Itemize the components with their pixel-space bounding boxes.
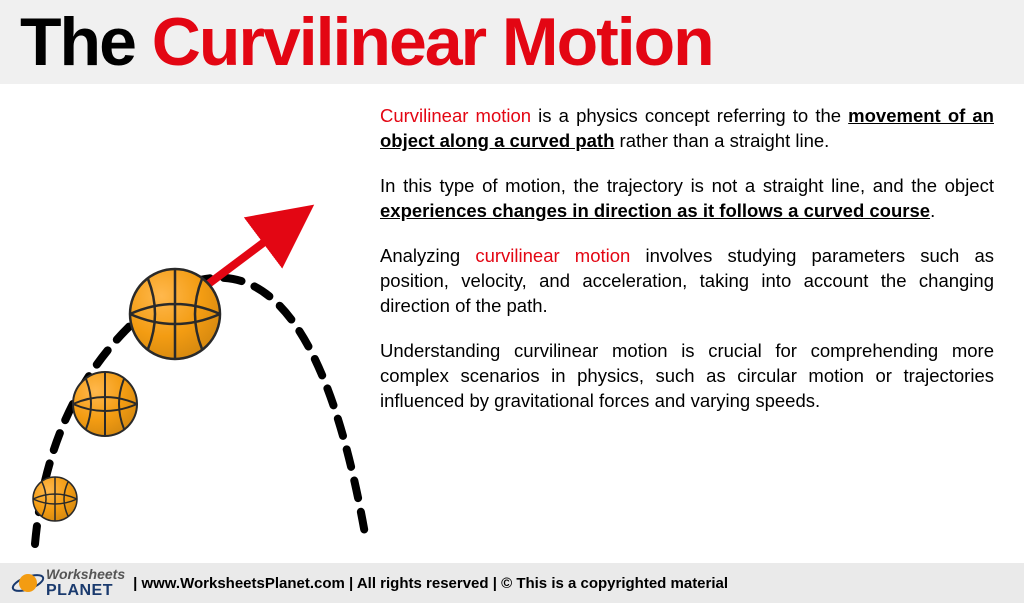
footer-logo: Worksheets PLANET xyxy=(10,566,125,600)
logo-text-1: Worksheets xyxy=(46,566,125,582)
paragraph-1: Curvilinear motion is a physics concept … xyxy=(380,104,994,154)
footer: Worksheets PLANET | www.WorksheetsPlanet… xyxy=(0,563,1024,603)
basketball-large xyxy=(130,269,220,359)
basketball-small xyxy=(33,477,77,521)
content-area: Curvilinear motion is a physics concept … xyxy=(0,84,1024,554)
p1-highlight: Curvilinear motion xyxy=(380,105,531,126)
motion-diagram xyxy=(0,94,380,564)
paragraph-4: Understanding curvilinear motion is cruc… xyxy=(380,339,994,414)
paragraph-2: In this type of motion, the trajectory i… xyxy=(380,174,994,224)
logo-text-2: PLANET xyxy=(46,582,125,600)
p2-text2: . xyxy=(930,200,935,221)
p3-text1: Analyzing xyxy=(380,245,475,266)
p3-highlight: curvilinear motion xyxy=(475,245,630,266)
footer-text: | www.WorksheetsPlanet.com | All rights … xyxy=(133,575,728,592)
title-main: Curvilinear Motion xyxy=(152,4,713,80)
title-prefix: The xyxy=(20,4,152,80)
illustration xyxy=(0,94,380,554)
planet-icon xyxy=(10,567,46,599)
p2-text1: In this type of motion, the trajectory i… xyxy=(380,175,994,196)
page-title: The Curvilinear Motion xyxy=(20,8,1004,76)
p1-text2: rather than a straight line. xyxy=(614,130,829,151)
basketball-medium xyxy=(73,372,137,436)
logo-text-wrap: Worksheets PLANET xyxy=(46,566,125,600)
p2-underline: experiences changes in direction as it f… xyxy=(380,200,930,221)
header: The Curvilinear Motion xyxy=(0,0,1024,84)
paragraph-3: Analyzing curvilinear motion involves st… xyxy=(380,244,994,319)
text-content: Curvilinear motion is a physics concept … xyxy=(380,94,994,554)
p1-text1: is a physics concept referring to the xyxy=(531,105,848,126)
